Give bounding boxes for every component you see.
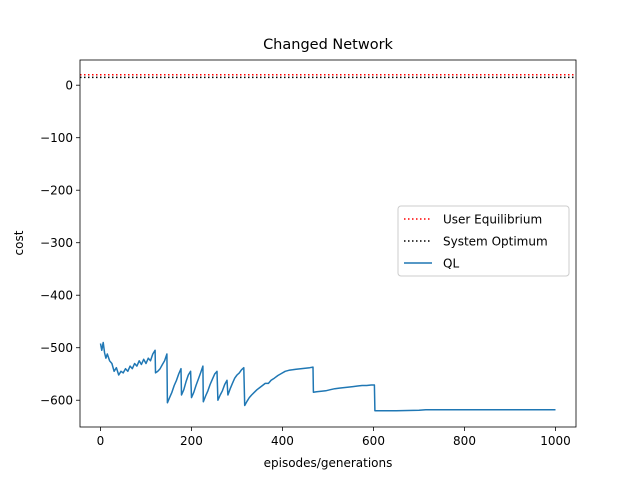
chart-title: Changed Network: [263, 37, 393, 53]
x-tick-label: 200: [180, 434, 203, 448]
legend-label-user-equilibrium: User Equilibrium: [443, 213, 542, 227]
legend: User Equilibrium System Optimum QL: [397, 205, 570, 277]
x-tick-label: 1000: [540, 434, 571, 448]
series-line-ql: [99, 341, 556, 412]
y-tick-label: −100: [40, 131, 73, 145]
y-tick-label: −600: [40, 394, 73, 408]
x-tick-label: 800: [453, 434, 476, 448]
y-tick-label: −500: [40, 341, 73, 355]
y-tick-label: −200: [40, 184, 73, 198]
axis-ticks: 0 200 400 600 800 1000 0 −100 −200 −300 −400 −500 −6…: [40, 79, 571, 448]
y-tick-label: 0: [65, 79, 73, 93]
y-tick-label: −400: [40, 289, 73, 303]
x-tick-label: 0: [97, 434, 105, 448]
y-axis-label: cost: [12, 230, 26, 255]
legend-label-ql: QL: [443, 257, 459, 271]
y-tick-label: −300: [40, 236, 73, 250]
legend-label-system-optimum: System Optimum: [443, 235, 548, 249]
x-axis-label: episodes/generations: [264, 456, 393, 470]
x-tick-label: 400: [271, 434, 294, 448]
axes-frame: [79, 59, 577, 428]
legend-box: [397, 205, 570, 277]
plot-content: [80, 73, 576, 412]
x-tick-label: 600: [362, 434, 385, 448]
